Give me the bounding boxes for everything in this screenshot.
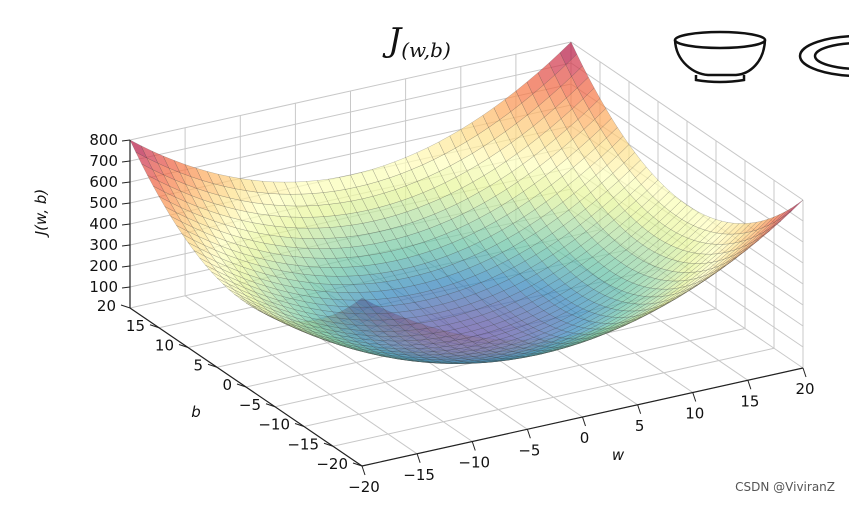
z-tick-mark — [122, 182, 130, 183]
w-tick-mark — [472, 442, 475, 451]
z-tick-label: 600 — [89, 173, 118, 191]
w-tick-label: 5 — [635, 417, 645, 435]
w-tick-label: 10 — [685, 405, 704, 423]
cost-surface — [130, 42, 803, 364]
z-tick-label: 800 — [89, 131, 118, 149]
z-tick-mark — [122, 287, 130, 288]
plot-title: J(w,b) — [388, 20, 451, 62]
z-tick-mark — [122, 140, 130, 141]
b-tick-label: 15 — [126, 317, 145, 335]
w-tick-label: −5 — [518, 441, 540, 459]
z-tick-label: 700 — [89, 152, 118, 170]
z-tick-label: 200 — [89, 257, 118, 275]
b-tick-label: −5 — [239, 396, 261, 414]
w-tick-mark — [693, 393, 696, 402]
b-tick-label: 20 — [97, 297, 116, 315]
w-tick-mark — [803, 368, 806, 377]
b-axis-label: b — [191, 403, 201, 421]
z-tick-mark — [122, 203, 130, 204]
z-tick-label: 300 — [89, 236, 118, 254]
z-tick-label: 100 — [89, 278, 118, 296]
w-axis-ticks: −20 −15 −10 −5 0 5 10 15 20 — [348, 368, 814, 496]
b-tick-label: −20 — [316, 455, 348, 473]
w-tick-mark — [417, 454, 420, 463]
z-axis-ticks: 100 200 300 400 500 600 700 800 — [89, 131, 130, 296]
z-tick-label: 400 — [89, 215, 118, 233]
b-tick-mark — [121, 305, 130, 308]
w-tick-label: 15 — [740, 392, 759, 410]
w-tick-label: −15 — [403, 466, 435, 484]
bowl-icon — [675, 32, 765, 82]
w-tick-label: −20 — [348, 478, 380, 496]
z-tick-mark — [122, 161, 130, 162]
z-tick-mark — [122, 245, 130, 246]
b-tick-label: 10 — [155, 337, 174, 355]
z-tick-mark — [122, 224, 130, 225]
w-tick-mark — [748, 380, 751, 389]
b-tick-label: 5 — [193, 356, 203, 374]
w-tick-mark — [583, 417, 586, 426]
w-axis-label: w — [612, 446, 625, 464]
b-tick-label: 0 — [222, 376, 232, 394]
w-tick-mark — [527, 429, 530, 438]
w-tick-mark — [362, 466, 365, 475]
z-axis-label: J(w, b) — [32, 189, 50, 239]
z-tick-label: 500 — [89, 194, 118, 212]
watermark: CSDN @ViviranZ — [735, 480, 835, 494]
z-tick-mark — [122, 266, 130, 267]
w-tick-label: −10 — [458, 454, 490, 472]
w-tick-mark — [638, 405, 641, 414]
w-tick-label: 0 — [580, 429, 590, 447]
b-tick-label: −15 — [287, 435, 319, 453]
w-tick-label: 20 — [795, 380, 814, 398]
b-tick-label: −10 — [258, 416, 290, 434]
plate-icon — [800, 36, 849, 76]
